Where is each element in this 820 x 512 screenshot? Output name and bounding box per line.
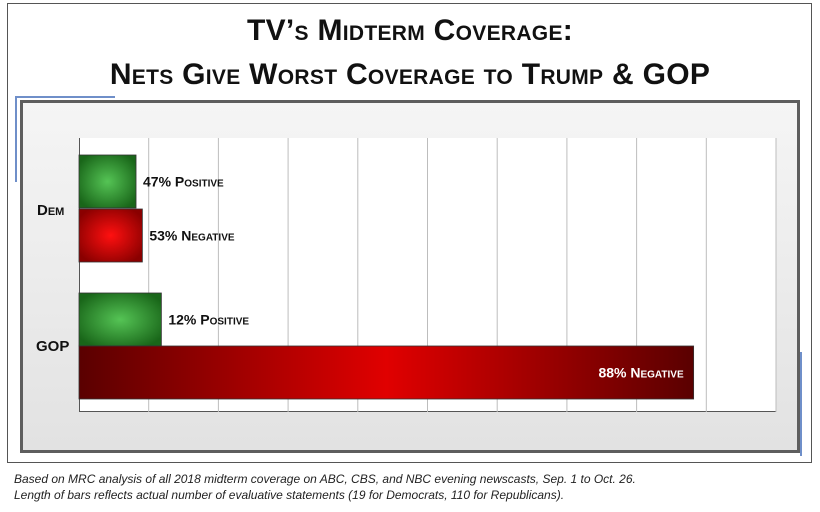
bar-label-gop-negative: 88% Negative [598, 365, 684, 381]
bar-gop-positive [78, 292, 162, 347]
category-label-gop: GOP [36, 338, 70, 355]
footnote-line1: Based on MRC analysis of all 2018 midter… [14, 472, 636, 486]
category-label-dem: Dem [37, 202, 65, 219]
accent-line-right-vertical [800, 352, 802, 456]
footnote-line2: Length of bars reflects actual number of… [14, 488, 565, 502]
chart-title-line1: TV’s Midterm Coverage: [246, 14, 574, 47]
bar-label-dem-negative: 53% Negative [149, 228, 235, 244]
bar-dem-negative [78, 208, 143, 263]
bar-dem-positive [78, 154, 137, 209]
accent-line-left-horizontal [15, 96, 115, 98]
accent-line-left-vertical [15, 96, 17, 182]
bar-label-dem-positive: 47% Positive [143, 174, 224, 190]
bar-label-gop-positive: 12% Positive [168, 312, 249, 328]
bar-gop-negative [78, 345, 695, 400]
chart-title-line2: Nets Give Worst Coverage to Trump & GOP [109, 58, 711, 91]
